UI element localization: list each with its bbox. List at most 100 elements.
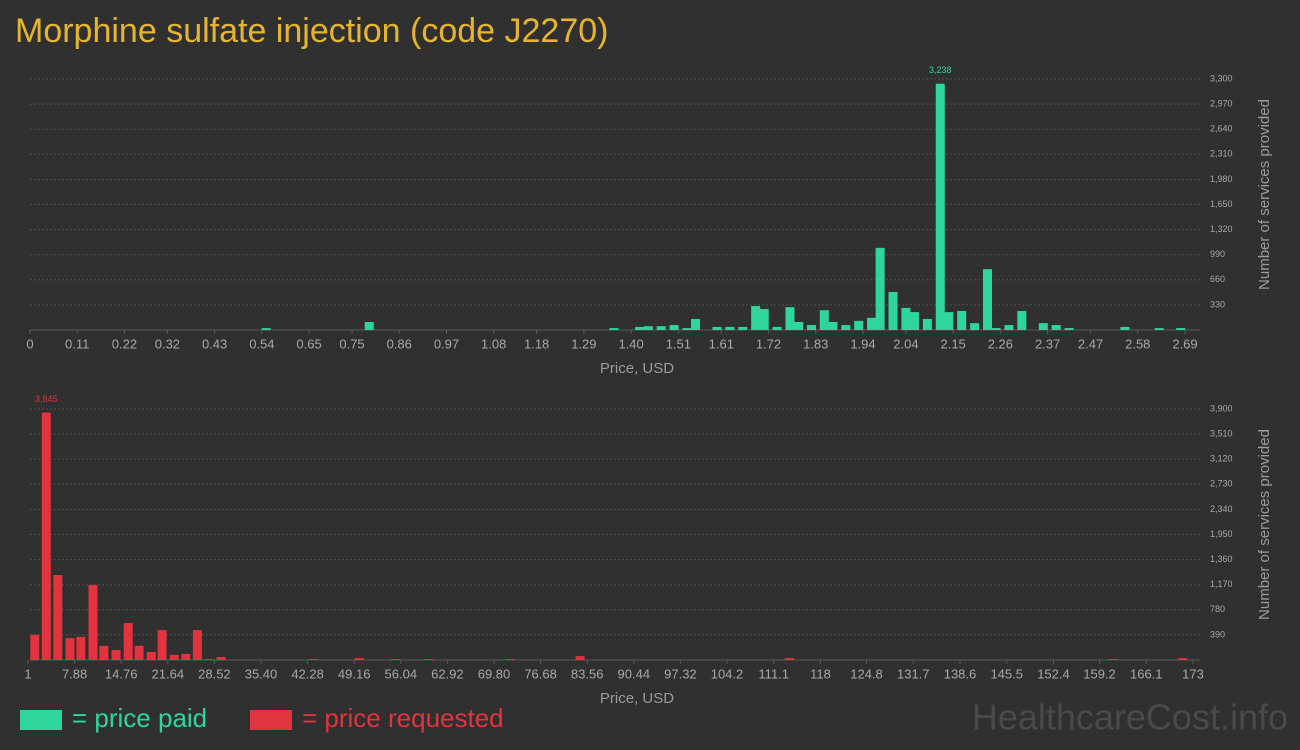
bar <box>970 323 980 330</box>
x-tick-label: 56.04 <box>385 666 418 681</box>
bar <box>1004 325 1014 330</box>
bar <box>53 575 63 660</box>
bar <box>1108 659 1118 660</box>
bar <box>1038 323 1048 330</box>
x-tick-label: 1.18 <box>524 336 549 351</box>
bar <box>712 326 722 330</box>
x-tick-label: 2.26 <box>988 336 1013 351</box>
bar <box>785 307 795 330</box>
x-tick-label: 1.29 <box>571 336 596 351</box>
y-tick-label: 1,320 <box>1210 224 1233 234</box>
x-tick-label: 0.22 <box>112 336 137 351</box>
bar <box>643 326 653 330</box>
bar <box>111 650 121 660</box>
bar <box>751 306 761 330</box>
x-axis-label: Price, USD <box>600 690 674 707</box>
bar <box>854 320 864 330</box>
x-tick-label: 21.64 <box>152 666 185 681</box>
x-axis-label: Price, USD <box>600 360 674 377</box>
y-tick-label: 3,510 <box>1210 428 1233 438</box>
x-tick-label: 14.76 <box>105 666 138 681</box>
bar <box>88 585 98 660</box>
y-axis-label: Number of services provided <box>1256 429 1273 620</box>
x-tick-label: 1.83 <box>803 336 828 351</box>
x-tick-label: 97.32 <box>664 666 697 681</box>
bar <box>725 326 735 330</box>
y-tick-label: 1,950 <box>1210 529 1233 539</box>
y-tick-label: 2,730 <box>1210 479 1233 489</box>
y-tick-label: 990 <box>1210 249 1225 259</box>
x-tick-label: 2.04 <box>893 336 918 351</box>
bar <box>76 636 86 660</box>
x-tick-label: 173 <box>1182 666 1204 681</box>
y-tick-label: 2,340 <box>1210 504 1233 514</box>
bar <box>828 322 838 330</box>
bar <box>1017 310 1027 330</box>
bar <box>505 659 515 660</box>
bar <box>575 656 585 660</box>
value-label: 3,845 <box>35 394 58 404</box>
bar <box>390 659 400 660</box>
bar <box>424 659 434 660</box>
x-tick-label: 76.68 <box>524 666 557 681</box>
bar <box>134 645 144 660</box>
x-tick-label: 152.4 <box>1037 666 1070 681</box>
x-tick-label: 2.37 <box>1035 336 1060 351</box>
x-tick-label: 124.8 <box>850 666 883 681</box>
bar <box>784 658 794 660</box>
bar <box>806 325 816 330</box>
bar <box>841 325 851 330</box>
bar <box>30 634 40 660</box>
bar <box>609 328 619 330</box>
bar <box>1064 328 1074 330</box>
bar <box>867 317 877 330</box>
x-tick-label: 1.94 <box>850 336 875 351</box>
bar <box>192 630 202 660</box>
bar <box>1051 325 1061 330</box>
x-tick-label: 0.97 <box>434 336 459 351</box>
bar <box>922 318 932 330</box>
y-tick-label: 390 <box>1210 629 1225 639</box>
bar <box>957 310 967 330</box>
y-tick-label: 2,640 <box>1210 124 1233 134</box>
x-tick-label: 35.40 <box>245 666 278 681</box>
x-tick-label: 1.72 <box>756 336 781 351</box>
x-tick-label: 104.2 <box>711 666 744 681</box>
y-tick-label: 3,300 <box>1210 73 1233 83</box>
x-tick-label: 0.11 <box>65 336 89 351</box>
bar <box>1176 328 1186 330</box>
bar <box>669 325 679 330</box>
x-tick-label: 0 <box>26 336 33 351</box>
bar <box>354 658 364 660</box>
y-tick-label: 1,650 <box>1210 199 1233 209</box>
legend-swatch <box>250 710 292 730</box>
x-tick-label: 62.92 <box>431 666 464 681</box>
bar <box>691 318 701 330</box>
bar <box>181 653 191 660</box>
y-tick-label: 1,980 <box>1210 174 1233 184</box>
bar <box>819 310 829 330</box>
bar <box>1154 328 1164 330</box>
bar <box>682 328 692 330</box>
x-tick-label: 159.2 <box>1083 666 1116 681</box>
x-tick-label: 0.65 <box>296 336 321 351</box>
y-tick-label: 3,120 <box>1210 454 1233 464</box>
bar <box>875 247 885 330</box>
bar <box>157 630 167 660</box>
x-tick-label: 138.6 <box>944 666 977 681</box>
x-tick-label: 1.61 <box>709 336 734 351</box>
bar <box>772 326 782 330</box>
x-tick-label: 131.7 <box>897 666 930 681</box>
bar <box>65 638 75 660</box>
x-tick-label: 0.86 <box>387 336 412 351</box>
x-tick-label: 49.16 <box>338 666 371 681</box>
x-tick-label: 0.54 <box>249 336 274 351</box>
x-tick-label: 166.1 <box>1130 666 1163 681</box>
bar <box>635 326 645 330</box>
bar <box>216 657 226 660</box>
x-tick-label: 1.08 <box>481 336 506 351</box>
x-tick-label: 1 <box>24 666 31 681</box>
bar <box>146 651 156 660</box>
bar <box>759 309 769 330</box>
